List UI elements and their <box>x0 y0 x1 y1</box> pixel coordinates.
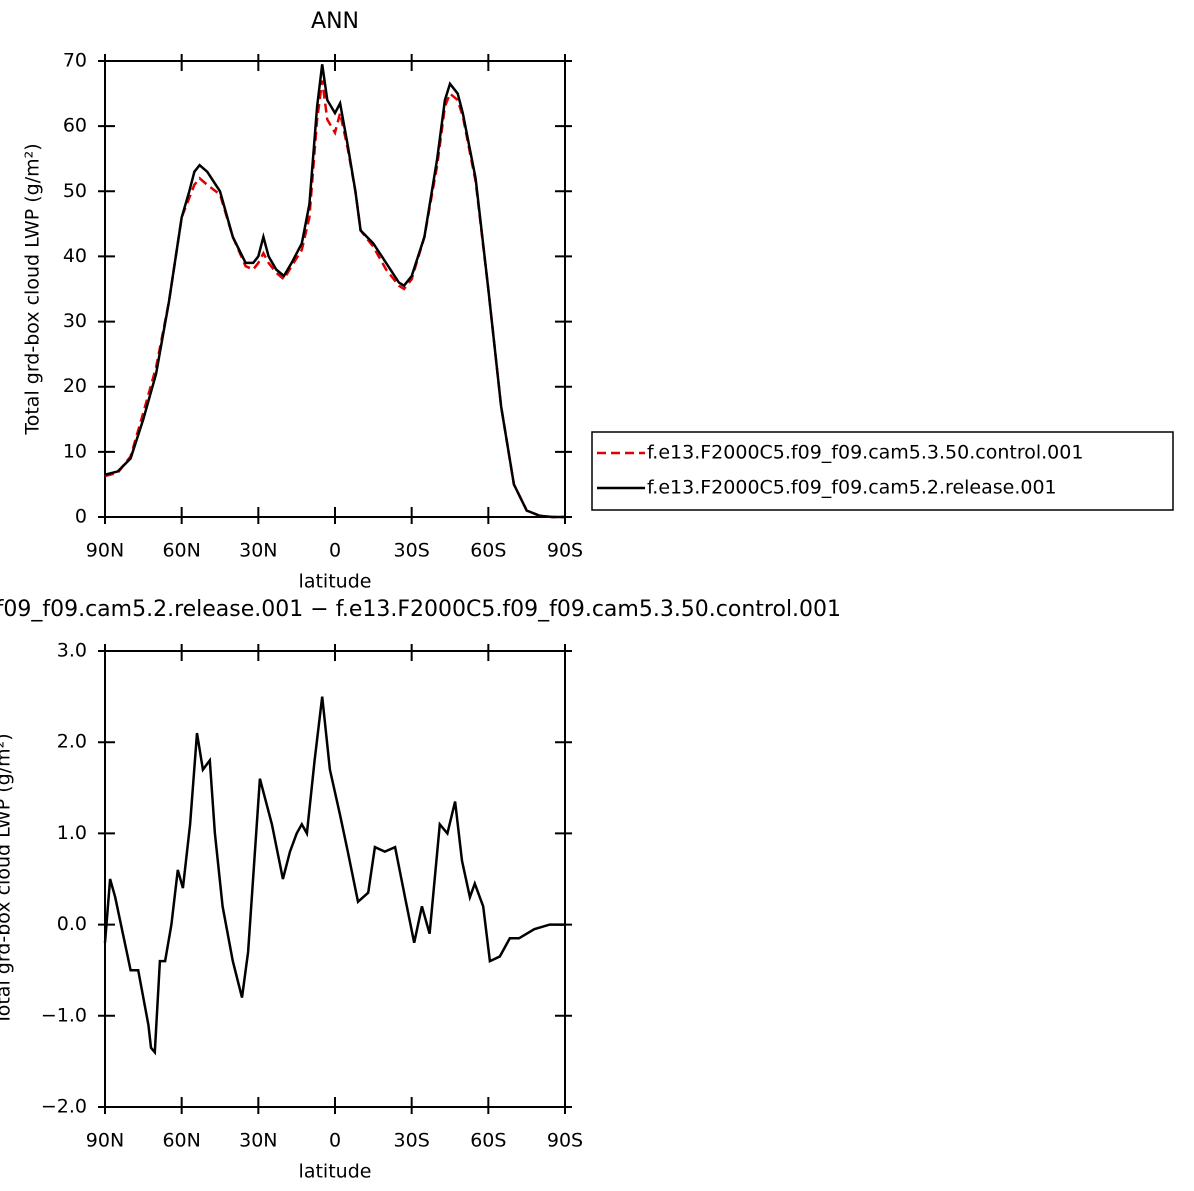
x-tick-label: 30N <box>239 540 277 562</box>
plot-frame <box>105 651 565 1107</box>
y-tick-label: 40 <box>63 245 87 267</box>
chart-title: f.e13.F2000C5.f09_f09.cam5.2.release.001… <box>0 597 841 622</box>
x-tick-label: 90N <box>86 1130 124 1152</box>
x-tick-label: 60N <box>162 540 200 562</box>
y-tick-label: 20 <box>63 375 87 397</box>
x-tick-label: 30S <box>394 1130 430 1152</box>
y-tick-label: 3.0 <box>57 640 87 662</box>
x-tick-label: 90S <box>547 540 583 562</box>
y-axis-label: Total grd-box cloud LWP (g/m²) <box>0 733 15 1025</box>
y-tick-label: 70 <box>63 50 87 72</box>
y-tick-label: 0 <box>75 506 87 528</box>
y-tick-label: −1.0 <box>41 1004 87 1026</box>
y-tick-label: 30 <box>63 310 87 332</box>
x-tick-label: 30N <box>239 1130 277 1152</box>
x-tick-label: 60N <box>162 1130 200 1152</box>
y-tick-label: 2.0 <box>57 731 87 753</box>
legend-label: f.e13.F2000C5.f09_f09.cam5.3.50.control.… <box>647 442 1083 464</box>
x-tick-label: 90S <box>547 1130 583 1152</box>
y-axis-label: Total grd-box cloud LWP (g/m²) <box>22 143 44 435</box>
data-line <box>105 697 565 1053</box>
figure: ANN latitude Total grd-box cloud LWP (g/m²… <box>0 0 1194 1191</box>
x-tick-label: 90N <box>86 540 124 562</box>
y-tick-label: 1.0 <box>57 822 87 844</box>
x-tick-label: 30S <box>394 540 430 562</box>
y-tick-label: 60 <box>63 115 87 137</box>
y-tick-label: 0.0 <box>57 913 87 935</box>
chart-title: ANN <box>311 9 359 34</box>
x-tick-label: 0 <box>329 540 341 562</box>
x-axis-label: latitude <box>299 1161 372 1183</box>
x-axis-label: latitude <box>299 571 372 593</box>
y-tick-label: 10 <box>63 440 87 462</box>
y-tick-label: 50 <box>63 180 87 202</box>
x-tick-label: 60S <box>470 540 506 562</box>
data-line <box>105 81 565 518</box>
x-tick-label: 0 <box>329 1130 341 1152</box>
y-tick-label: −2.0 <box>41 1096 87 1118</box>
x-tick-label: 60S <box>470 1130 506 1152</box>
legend-label: f.e13.F2000C5.f09_f09.cam5.2.release.001 <box>647 477 1057 499</box>
